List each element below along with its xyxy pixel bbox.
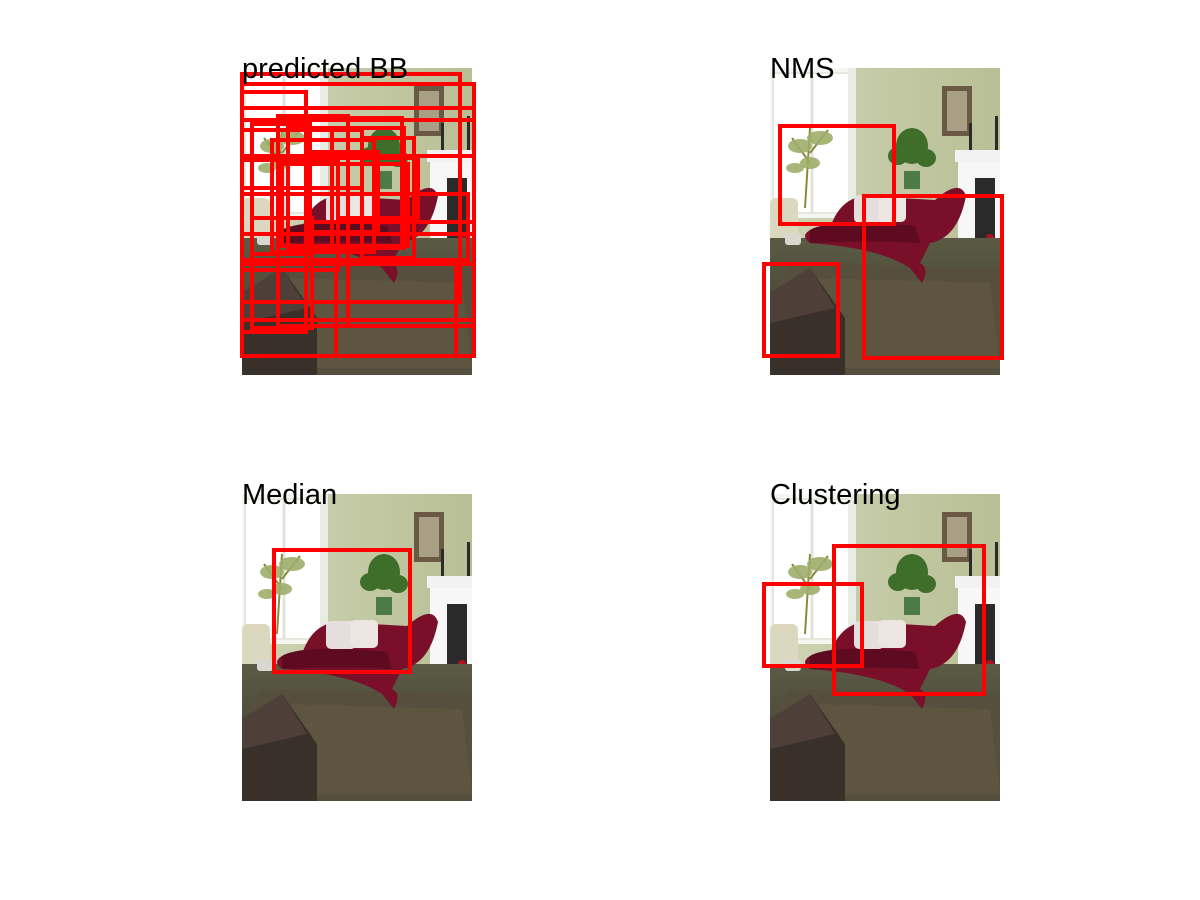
panel-title: Median (242, 479, 338, 511)
bbox (832, 544, 986, 696)
bbox (336, 156, 420, 220)
panel-title: NMS (770, 53, 835, 85)
panel-title: Clustering (770, 479, 901, 511)
image-with-boxes-clustering (762, 492, 1002, 803)
bbox (330, 126, 404, 250)
panel-median: Median (240, 479, 474, 803)
image-with-boxes-predicted (240, 66, 476, 377)
panel-predicted-bb: predicted BB (240, 53, 476, 377)
bbox (862, 194, 1004, 360)
image-with-boxes-nms (762, 66, 1004, 377)
room-photo (768, 66, 1002, 377)
bbox (778, 124, 896, 226)
bbox (762, 262, 840, 358)
bbox (240, 192, 470, 262)
bbox (240, 262, 476, 358)
bbox (272, 548, 412, 674)
room-photo (768, 492, 1002, 803)
bbox (762, 582, 864, 668)
panel-clustering: Clustering (762, 479, 1002, 803)
panel-nms: NMS (762, 53, 1004, 377)
panel-title: predicted BB (242, 53, 409, 85)
bbox (250, 216, 314, 330)
image-with-boxes-median (240, 492, 474, 803)
room-photo (240, 492, 474, 803)
